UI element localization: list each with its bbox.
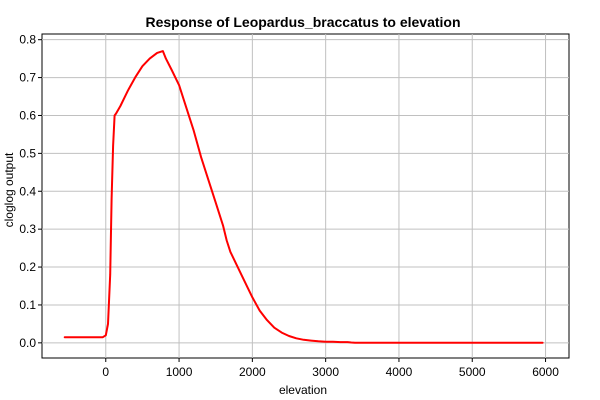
chart-title: Response of Leopardus_braccatus to eleva… <box>145 14 460 30</box>
y-axis-label: cloglog output <box>2 152 16 227</box>
x-axis-label: elevation <box>279 383 327 397</box>
plot-area <box>41 33 570 359</box>
x-tick-label: 5000 <box>459 365 486 379</box>
y-tick-label: 0.6 <box>19 108 36 122</box>
x-tick-label: 1000 <box>166 365 193 379</box>
y-tick-label: 0.0 <box>19 336 36 350</box>
y-axis: 0.0 0.1 0.2 0.3 0.4 0.5 0.6 0.7 0.8 <box>19 33 42 350</box>
x-axis: 0 1000 2000 3000 4000 5000 6000 <box>102 358 559 379</box>
series-line-0 <box>63 50 544 344</box>
y-tick-label: 0.8 <box>19 33 36 47</box>
series-layer <box>63 50 544 344</box>
x-tick-label: 4000 <box>386 365 413 379</box>
y-tick-label: 0.3 <box>19 222 36 236</box>
x-tick-label: 2000 <box>239 365 266 379</box>
y-tick-label: 0.2 <box>19 260 36 274</box>
x-tick-label: 0 <box>102 365 109 379</box>
y-tick-label: 0.7 <box>19 71 36 85</box>
x-tick-label: 3000 <box>312 365 339 379</box>
y-tick-label: 0.5 <box>19 146 36 160</box>
x-tick-label: 6000 <box>532 365 559 379</box>
y-tick-label: 0.1 <box>19 298 36 312</box>
y-tick-label: 0.4 <box>19 184 36 198</box>
